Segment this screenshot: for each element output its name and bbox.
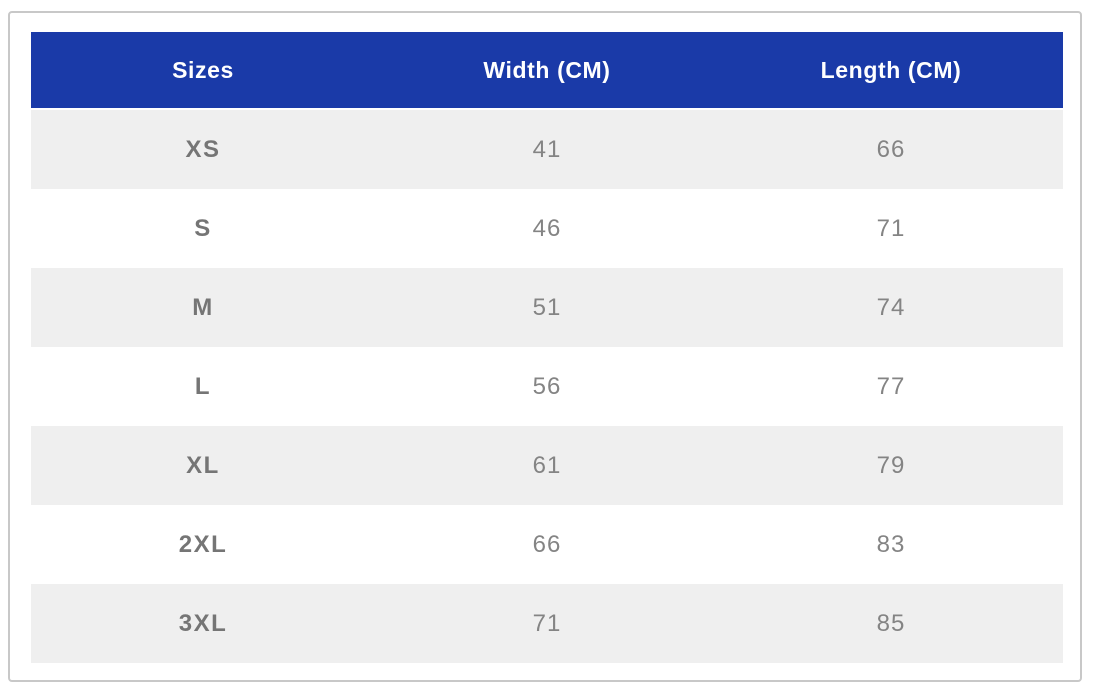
width-cell: 66: [375, 505, 719, 584]
size-cell: L: [31, 347, 375, 426]
table-row: L 56 77: [31, 347, 1063, 426]
table-row: M 51 74: [31, 268, 1063, 347]
header-row: Sizes Width (CM) Length (CM): [31, 32, 1063, 110]
size-cell: 2XL: [31, 505, 375, 584]
length-cell: 79: [719, 426, 1063, 505]
table-row: 2XL 66 83: [31, 505, 1063, 584]
length-cell: 71: [719, 189, 1063, 268]
size-cell: 3XL: [31, 584, 375, 663]
size-chart-header: Sizes Width (CM) Length (CM): [31, 32, 1063, 110]
table-row: S 46 71: [31, 189, 1063, 268]
length-cell: 66: [719, 110, 1063, 189]
width-cell: 61: [375, 426, 719, 505]
length-cell: 74: [719, 268, 1063, 347]
size-chart-body: XS 41 66 S 46 71 M 51 74 L 56 77 XL 61: [31, 110, 1063, 663]
table-row: XL 61 79: [31, 426, 1063, 505]
size-chart-table: Sizes Width (CM) Length (CM) XS 41 66 S …: [31, 32, 1063, 663]
column-header-width: Width (CM): [375, 32, 719, 110]
size-cell: M: [31, 268, 375, 347]
size-cell: XL: [31, 426, 375, 505]
size-cell: XS: [31, 110, 375, 189]
width-cell: 41: [375, 110, 719, 189]
column-header-sizes: Sizes: [31, 32, 375, 110]
width-cell: 46: [375, 189, 719, 268]
width-cell: 51: [375, 268, 719, 347]
table-row: 3XL 71 85: [31, 584, 1063, 663]
column-header-length: Length (CM): [719, 32, 1063, 110]
size-cell: S: [31, 189, 375, 268]
width-cell: 71: [375, 584, 719, 663]
length-cell: 83: [719, 505, 1063, 584]
size-chart-card: Sizes Width (CM) Length (CM) XS 41 66 S …: [8, 11, 1082, 682]
length-cell: 77: [719, 347, 1063, 426]
length-cell: 85: [719, 584, 1063, 663]
width-cell: 56: [375, 347, 719, 426]
table-row: XS 41 66: [31, 110, 1063, 189]
